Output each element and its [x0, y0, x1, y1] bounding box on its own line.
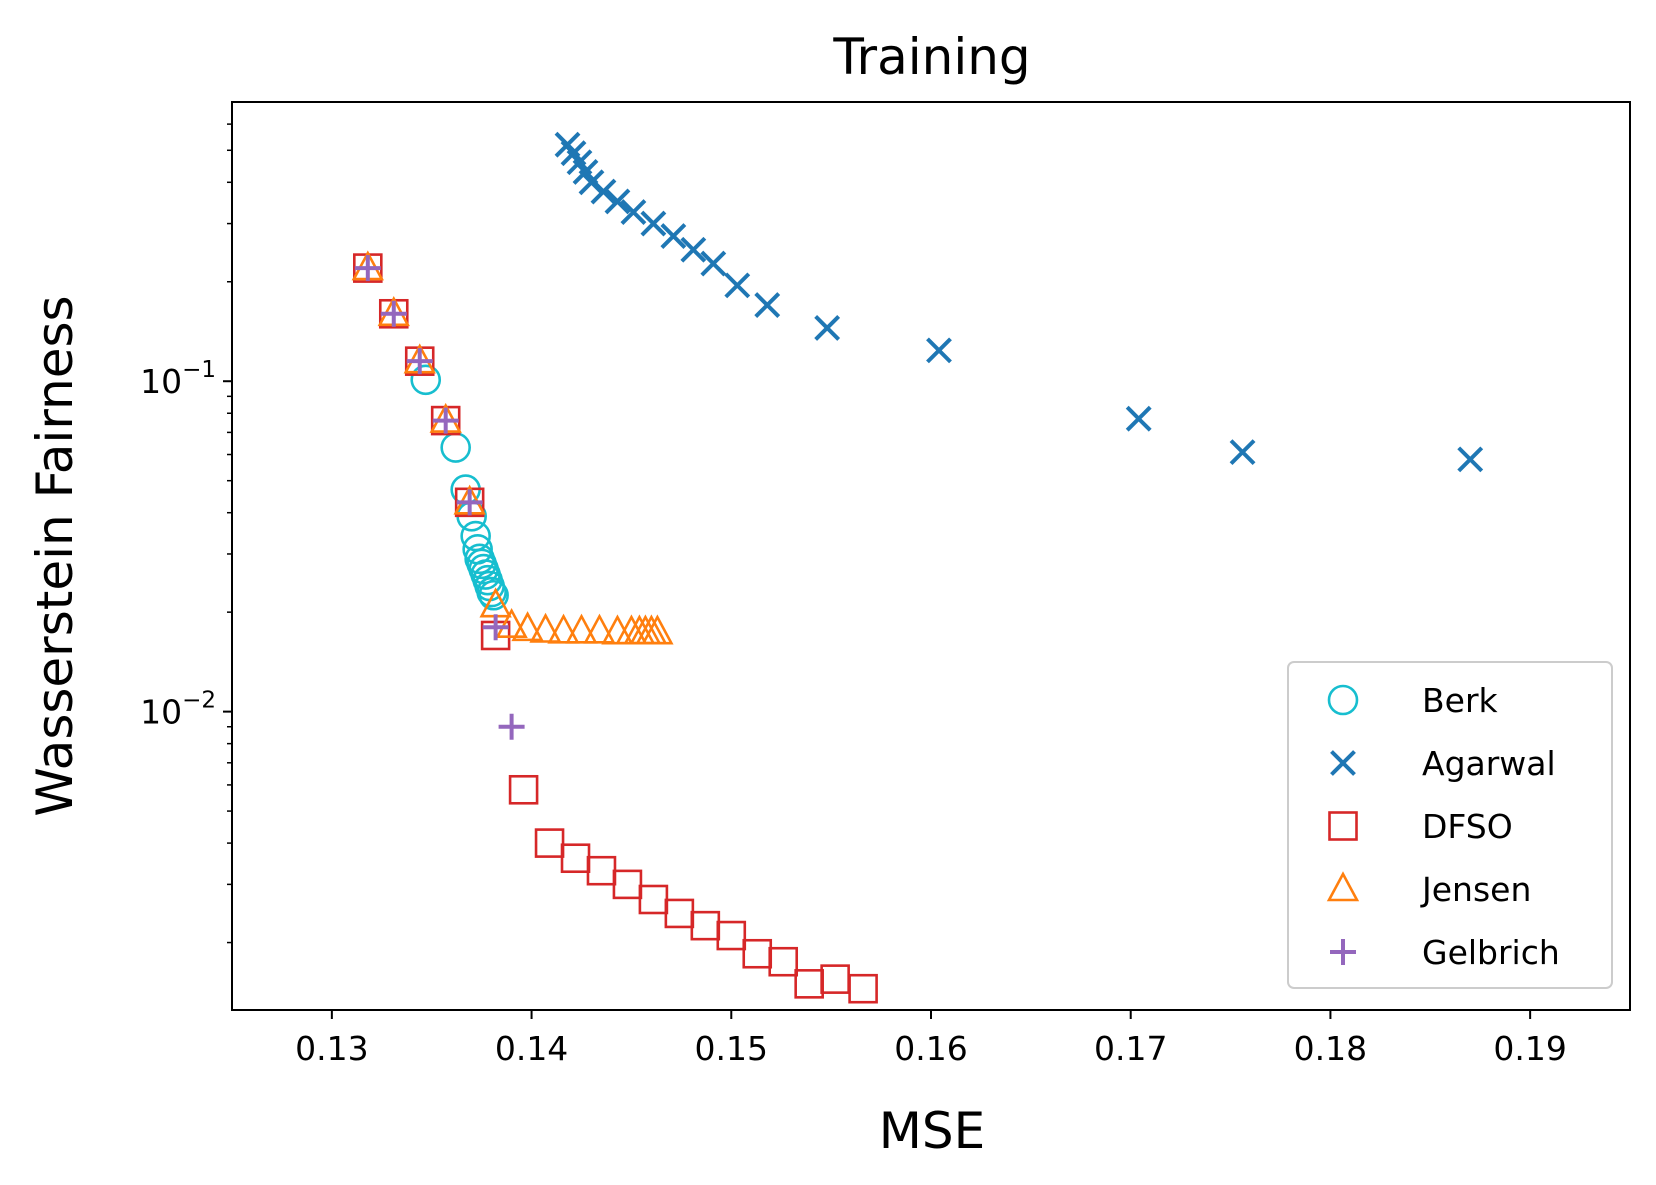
- data-point-dfso: [612, 869, 643, 900]
- data-point-berk: [476, 576, 507, 608]
- x-tick-label: 0.13: [295, 1029, 368, 1068]
- data-point-jensen: [529, 612, 562, 643]
- data-point-agarwal: [620, 199, 647, 226]
- data-point-gelbrich: [354, 255, 381, 282]
- series-gelbrich: [354, 255, 525, 740]
- data-point-gelbrich: [432, 407, 459, 434]
- data-point-dfso: [820, 964, 850, 994]
- legend-label-dfso: DFSO: [1422, 807, 1513, 846]
- series-berk: [410, 364, 509, 611]
- data-point-agarwal: [724, 272, 751, 299]
- x-tick-label: 0.19: [1493, 1029, 1566, 1068]
- data-markers: [351, 131, 1484, 1004]
- x-tick-label: 0.18: [1294, 1029, 1367, 1068]
- data-point-agarwal: [814, 314, 841, 341]
- data-point-jensen: [565, 613, 598, 644]
- legend-marker-berk: [1327, 684, 1359, 716]
- legend-label-jensen: Jensen: [1420, 870, 1531, 909]
- legend-marker-dfso: [1328, 811, 1358, 841]
- data-point-agarwal: [604, 188, 631, 215]
- data-point-jensen: [511, 611, 544, 642]
- data-point-gelbrich: [380, 300, 407, 327]
- data-point-agarwal: [640, 210, 667, 237]
- data-point-dfso: [690, 910, 721, 941]
- data-point-agarwal: [680, 236, 707, 263]
- data-point-dfso: [508, 774, 539, 805]
- legend-label-agarwal: Agarwal: [1422, 744, 1556, 783]
- data-point-dfso: [848, 973, 878, 1004]
- data-point-dfso: [664, 898, 695, 929]
- data-point-gelbrich: [406, 348, 433, 375]
- x-tick-label: 0.15: [695, 1029, 768, 1068]
- legend-marker-agarwal: [1330, 750, 1356, 776]
- legend-marker-jensen: [1326, 871, 1360, 902]
- y-axis-label: Wasserstein Fairness: [26, 295, 84, 816]
- data-point-dfso: [768, 946, 799, 977]
- data-point-agarwal: [1229, 439, 1256, 466]
- data-point-dfso: [794, 969, 824, 999]
- data-point-agarwal: [590, 178, 617, 205]
- x-tick-label: 0.17: [1094, 1029, 1167, 1068]
- data-point-agarwal: [660, 223, 687, 249]
- data-point-berk: [478, 579, 509, 611]
- data-point-dfso: [534, 828, 565, 858]
- data-point-agarwal: [926, 337, 952, 364]
- y-tick-group: 10−2 10−1: [140, 123, 232, 944]
- x-tick-label: 0.16: [894, 1029, 967, 1068]
- legend-label-gelbrich: Gelbrich: [1422, 933, 1560, 972]
- legend-marker-gelbrich: [1330, 939, 1356, 965]
- data-point-jensen: [641, 614, 674, 645]
- data-point-dfso: [716, 920, 747, 951]
- data-point-berk: [410, 364, 442, 396]
- data-point-gelbrich: [456, 489, 483, 516]
- data-point-dfso: [560, 843, 591, 874]
- y-tick-label: 10−2: [140, 688, 216, 732]
- legend: Berk Agarwal DFSO Jensen Gelbrich: [1287, 661, 1613, 989]
- chart-title: Training: [832, 28, 1030, 86]
- x-axis-label: MSE: [879, 1102, 985, 1160]
- series-dfso: [353, 253, 878, 1004]
- series-agarwal: [554, 131, 1484, 473]
- data-point-dfso: [586, 855, 617, 886]
- data-point-jensen: [495, 607, 528, 638]
- data-point-jensen: [583, 613, 616, 644]
- data-point-jensen: [547, 613, 580, 644]
- data-point-berk: [440, 432, 471, 463]
- x-tick-group: 0.13 0.14 0.15 0.16 0.17 0.18 0.19: [295, 1010, 1567, 1068]
- data-point-gelbrich: [498, 713, 525, 740]
- data-point-dfso: [638, 884, 669, 915]
- data-point-gelbrich: [482, 614, 509, 641]
- legend-frame: [1287, 661, 1613, 989]
- legend-label-berk: Berk: [1422, 681, 1499, 720]
- data-point-agarwal: [700, 250, 727, 277]
- data-point-dfso: [742, 938, 773, 969]
- data-point-agarwal: [1457, 446, 1484, 473]
- series-jensen: [351, 250, 674, 645]
- plot-frame: [231, 101, 1631, 1011]
- x-tick-label: 0.14: [495, 1029, 568, 1068]
- data-point-agarwal: [1125, 405, 1152, 432]
- data-point-agarwal: [754, 292, 781, 318]
- y-tick-label: 10−1: [140, 357, 216, 401]
